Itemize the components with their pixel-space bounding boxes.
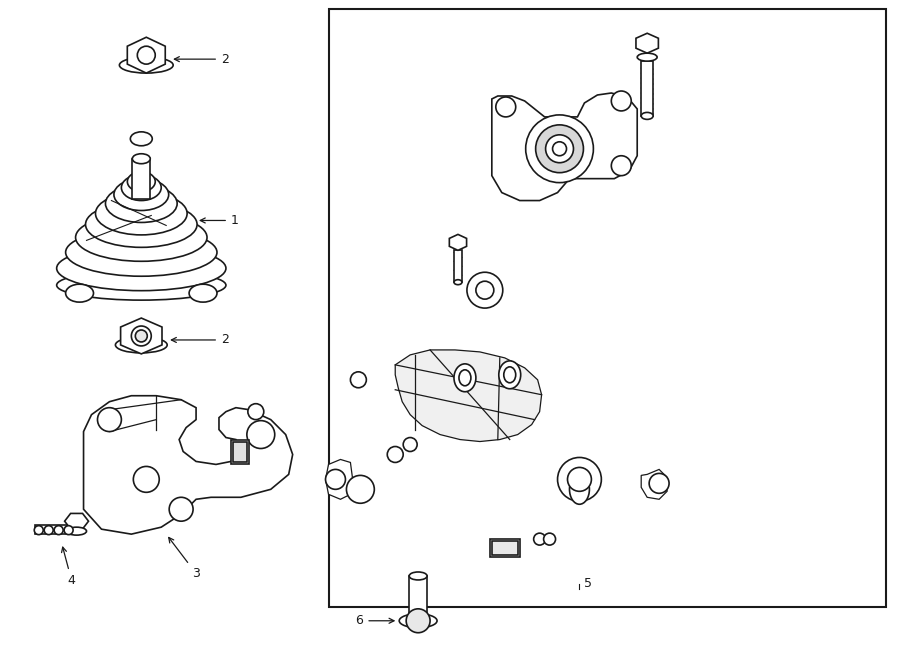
Text: 5: 5 xyxy=(584,578,592,590)
Polygon shape xyxy=(641,469,667,499)
Circle shape xyxy=(169,497,194,521)
Ellipse shape xyxy=(499,361,521,389)
Ellipse shape xyxy=(189,284,217,302)
Circle shape xyxy=(131,326,151,346)
Circle shape xyxy=(568,467,591,491)
Circle shape xyxy=(403,438,417,451)
Bar xyxy=(410,576,427,621)
Ellipse shape xyxy=(114,178,168,210)
Ellipse shape xyxy=(637,53,657,61)
Text: 1: 1 xyxy=(200,214,239,227)
Ellipse shape xyxy=(34,525,43,535)
Polygon shape xyxy=(346,279,654,576)
Circle shape xyxy=(544,533,555,545)
Bar xyxy=(490,539,519,557)
Circle shape xyxy=(326,469,346,489)
Text: 2: 2 xyxy=(171,333,229,346)
Ellipse shape xyxy=(410,572,427,580)
Ellipse shape xyxy=(86,202,197,247)
Bar xyxy=(328,9,886,607)
Circle shape xyxy=(387,447,403,463)
Polygon shape xyxy=(395,350,542,442)
Polygon shape xyxy=(121,318,162,354)
Ellipse shape xyxy=(64,525,73,535)
Polygon shape xyxy=(326,459,353,499)
Ellipse shape xyxy=(105,184,177,223)
Ellipse shape xyxy=(122,175,161,200)
Bar xyxy=(454,251,462,282)
Bar xyxy=(233,442,247,463)
Text: 4: 4 xyxy=(61,547,76,587)
Circle shape xyxy=(557,457,601,501)
Ellipse shape xyxy=(400,614,437,628)
Text: 3: 3 xyxy=(168,537,200,580)
Ellipse shape xyxy=(132,154,150,164)
Ellipse shape xyxy=(44,525,53,535)
Circle shape xyxy=(536,125,583,173)
Bar xyxy=(132,159,150,198)
Circle shape xyxy=(248,404,264,420)
Circle shape xyxy=(346,475,374,503)
Text: 6: 6 xyxy=(356,614,394,627)
Ellipse shape xyxy=(115,337,167,353)
Polygon shape xyxy=(127,37,166,73)
Ellipse shape xyxy=(54,525,63,535)
Ellipse shape xyxy=(66,284,94,302)
Ellipse shape xyxy=(454,364,476,392)
Circle shape xyxy=(649,473,669,493)
Circle shape xyxy=(534,533,545,545)
Circle shape xyxy=(135,330,148,342)
Polygon shape xyxy=(84,396,292,534)
Circle shape xyxy=(545,135,573,163)
Circle shape xyxy=(133,467,159,492)
Ellipse shape xyxy=(641,112,653,120)
Bar xyxy=(231,440,248,465)
Circle shape xyxy=(138,46,155,64)
Polygon shape xyxy=(449,235,466,251)
Text: 2: 2 xyxy=(175,53,229,65)
Circle shape xyxy=(553,142,566,156)
Circle shape xyxy=(526,115,593,182)
Circle shape xyxy=(406,609,430,633)
Circle shape xyxy=(350,372,366,388)
Bar xyxy=(491,541,518,555)
Circle shape xyxy=(476,281,494,299)
Ellipse shape xyxy=(459,370,471,386)
Circle shape xyxy=(97,408,122,432)
Ellipse shape xyxy=(504,367,516,383)
Ellipse shape xyxy=(128,172,155,192)
Circle shape xyxy=(247,420,274,449)
Ellipse shape xyxy=(67,527,86,535)
Ellipse shape xyxy=(66,229,217,276)
Bar xyxy=(641,61,653,116)
Circle shape xyxy=(467,272,503,308)
Bar xyxy=(35,525,76,534)
Ellipse shape xyxy=(570,475,590,504)
Polygon shape xyxy=(491,93,637,200)
Circle shape xyxy=(611,156,631,176)
Ellipse shape xyxy=(95,192,187,235)
Ellipse shape xyxy=(130,132,152,146)
Ellipse shape xyxy=(57,246,226,291)
Polygon shape xyxy=(65,514,88,529)
Ellipse shape xyxy=(57,270,226,300)
Ellipse shape xyxy=(454,280,462,285)
Polygon shape xyxy=(636,33,659,53)
Circle shape xyxy=(611,91,631,111)
Ellipse shape xyxy=(76,214,207,261)
Circle shape xyxy=(496,97,516,117)
Ellipse shape xyxy=(120,57,173,73)
